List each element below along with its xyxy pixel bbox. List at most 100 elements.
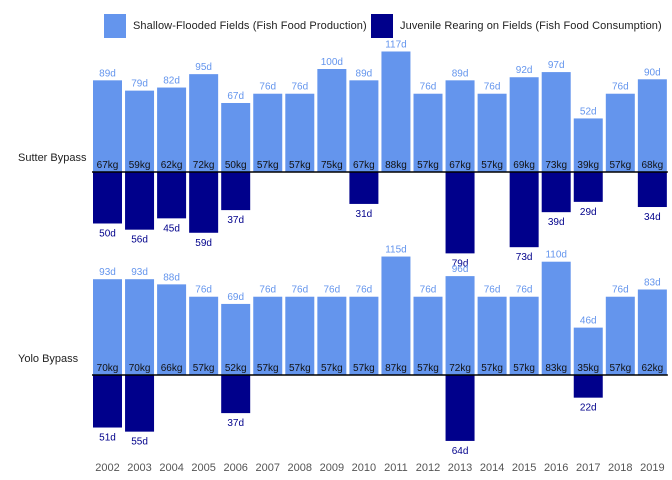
sutter-production-kg-label-2018: 57kg xyxy=(609,160,631,171)
sutter-production-bar-2010 xyxy=(349,80,379,172)
x-tick-label-2011: 2011 xyxy=(384,462,408,474)
yolo-production-kg-label-2013: 72kg xyxy=(449,363,471,374)
yolo-production-bar-2011 xyxy=(381,256,411,375)
yolo-production-days-label-2010: 76d xyxy=(356,285,373,296)
yolo-production-days-label-2008: 76d xyxy=(291,285,308,296)
yolo-consumption-bar-2017 xyxy=(573,375,603,398)
yolo-consumption-days-label-2006: 37d xyxy=(227,418,244,429)
sutter-production-kg-label-2017: 39kg xyxy=(577,160,599,171)
yolo-production-bar-2016 xyxy=(541,261,571,375)
sutter-production-bar-2017 xyxy=(573,118,603,172)
x-tick-label-2013: 2013 xyxy=(448,462,472,474)
x-tick-label-2017: 2017 xyxy=(576,462,600,474)
yolo-production-days-label-2014: 76d xyxy=(484,285,501,296)
x-tick-label-2004: 2004 xyxy=(159,462,183,474)
sutter-consumption-bar-2016 xyxy=(541,172,571,213)
yolo-consumption-days-label-2013: 64d xyxy=(452,446,469,457)
yolo-production-days-label-2004: 88d xyxy=(163,272,180,283)
yolo-production-bar-2014 xyxy=(477,296,507,375)
yolo-production-kg-label-2003: 70kg xyxy=(129,363,151,374)
yolo-production-bar-2018 xyxy=(605,296,635,375)
sutter-production-days-label-2014: 76d xyxy=(484,82,501,93)
sutter-production-days-label-2011: 117d xyxy=(385,39,407,50)
yolo-production-kg-label-2011: 87kg xyxy=(385,363,407,374)
sutter-consumption-days-label-2002: 50d xyxy=(99,229,116,240)
x-tick-label-2005: 2005 xyxy=(191,462,215,474)
sutter-production-bar-2007 xyxy=(253,93,283,172)
yolo-production-days-label-2018: 76d xyxy=(612,285,629,296)
sutter-production-bar-2012 xyxy=(413,93,443,172)
sutter-production-bar-2009 xyxy=(317,69,347,172)
yolo-production-kg-label-2007: 57kg xyxy=(257,363,279,374)
sutter-consumption-days-label-2015: 73d xyxy=(516,252,533,263)
sutter-consumption-days-label-2006: 37d xyxy=(227,215,244,226)
sutter-production-kg-label-2014: 57kg xyxy=(481,160,503,171)
sutter-production-kg-label-2013: 67kg xyxy=(449,160,471,171)
sutter-production-days-label-2015: 92d xyxy=(516,65,533,76)
yolo-production-days-label-2016: 110d xyxy=(545,250,567,261)
yolo-production-bar-2004 xyxy=(157,284,187,375)
yolo-production-days-label-2013: 96d xyxy=(452,264,469,275)
sutter-production-kg-label-2007: 57kg xyxy=(257,160,279,171)
yolo-production-bar-2012 xyxy=(413,296,443,375)
sutter-consumption-days-label-2016: 39d xyxy=(548,217,565,228)
x-tick-label-2010: 2010 xyxy=(352,462,376,474)
x-tick-label-2007: 2007 xyxy=(256,462,280,474)
sutter-production-days-label-2009: 100d xyxy=(321,57,343,68)
yolo-production-kg-label-2005: 57kg xyxy=(193,363,215,374)
yolo-consumption-days-label-2002: 51d xyxy=(99,433,116,444)
yolo-production-kg-label-2002: 70kg xyxy=(97,363,119,374)
sutter-production-kg-label-2005: 72kg xyxy=(193,160,215,171)
yolo-production-days-label-2006: 69d xyxy=(227,292,244,303)
yolo-production-bar-2013 xyxy=(445,276,475,375)
yolo-consumption-bar-2013 xyxy=(445,375,475,441)
sutter-production-bar-2004 xyxy=(157,87,187,172)
sutter-production-kg-label-2003: 59kg xyxy=(129,160,151,171)
sutter-production-bar-2003 xyxy=(125,90,155,172)
yolo-production-bar-2009 xyxy=(317,296,347,375)
sutter-production-bar-2013 xyxy=(445,80,475,172)
sutter-production-days-label-2005: 95d xyxy=(195,62,212,73)
sutter-production-days-label-2007: 76d xyxy=(259,82,276,93)
sutter-production-days-label-2002: 89d xyxy=(99,68,116,79)
yolo-consumption-days-label-2017: 22d xyxy=(580,403,597,414)
yolo-production-days-label-2009: 76d xyxy=(324,285,341,296)
yolo-production-bar-2002 xyxy=(93,279,122,375)
sutter-consumption-days-label-2003: 56d xyxy=(131,235,148,246)
x-tick-label-2006: 2006 xyxy=(223,462,247,474)
yolo-production-bar-2008 xyxy=(285,296,315,375)
sutter-consumption-days-label-2004: 45d xyxy=(163,223,180,234)
legend-swatch-consumption xyxy=(371,14,393,38)
sutter-production-kg-label-2012: 57kg xyxy=(417,160,439,171)
x-tick-label-2015: 2015 xyxy=(512,462,536,474)
yolo-production-bar-2019 xyxy=(637,289,667,375)
legend-label-production: Shallow-Flooded Fields (Fish Food Produc… xyxy=(133,20,367,32)
sutter-production-days-label-2012: 76d xyxy=(420,82,437,93)
yolo-production-days-label-2015: 76d xyxy=(516,285,533,296)
legend-swatch-production xyxy=(104,14,126,38)
sutter-production-bar-2011 xyxy=(381,51,411,172)
yolo-production-kg-label-2006: 52kg xyxy=(225,363,247,374)
x-tick-label-2002: 2002 xyxy=(95,462,119,474)
sutter-production-bar-2016 xyxy=(541,72,571,172)
sutter-production-days-label-2008: 76d xyxy=(291,82,308,93)
x-tick-label-2009: 2009 xyxy=(320,462,344,474)
yolo-production-kg-label-2008: 57kg xyxy=(289,363,311,374)
sutter-consumption-days-label-2010: 31d xyxy=(356,209,373,220)
yolo-production-kg-label-2019: 62kg xyxy=(642,363,664,374)
sutter-consumption-bar-2017 xyxy=(573,172,603,202)
sutter-consumption-bar-2002 xyxy=(93,172,122,224)
yolo-production-kg-label-2010: 57kg xyxy=(353,363,375,374)
yolo-consumption-bar-2002 xyxy=(93,375,122,428)
yolo-production-bar-2017 xyxy=(573,327,603,375)
sutter-production-bar-2008 xyxy=(285,93,315,172)
sutter-production-bar-2018 xyxy=(605,93,635,172)
panel-label-yolo: Yolo Bypass xyxy=(18,353,79,365)
yolo-production-kg-label-2012: 57kg xyxy=(417,363,439,374)
yolo-consumption-bar-2003 xyxy=(125,375,155,432)
x-tick-label-2014: 2014 xyxy=(480,462,504,474)
yolo-production-days-label-2017: 46d xyxy=(580,316,597,327)
sutter-production-kg-label-2006: 50kg xyxy=(225,160,247,171)
panel-label-sutter: Sutter Bypass xyxy=(18,152,87,164)
sutter-consumption-bar-2003 xyxy=(125,172,155,230)
